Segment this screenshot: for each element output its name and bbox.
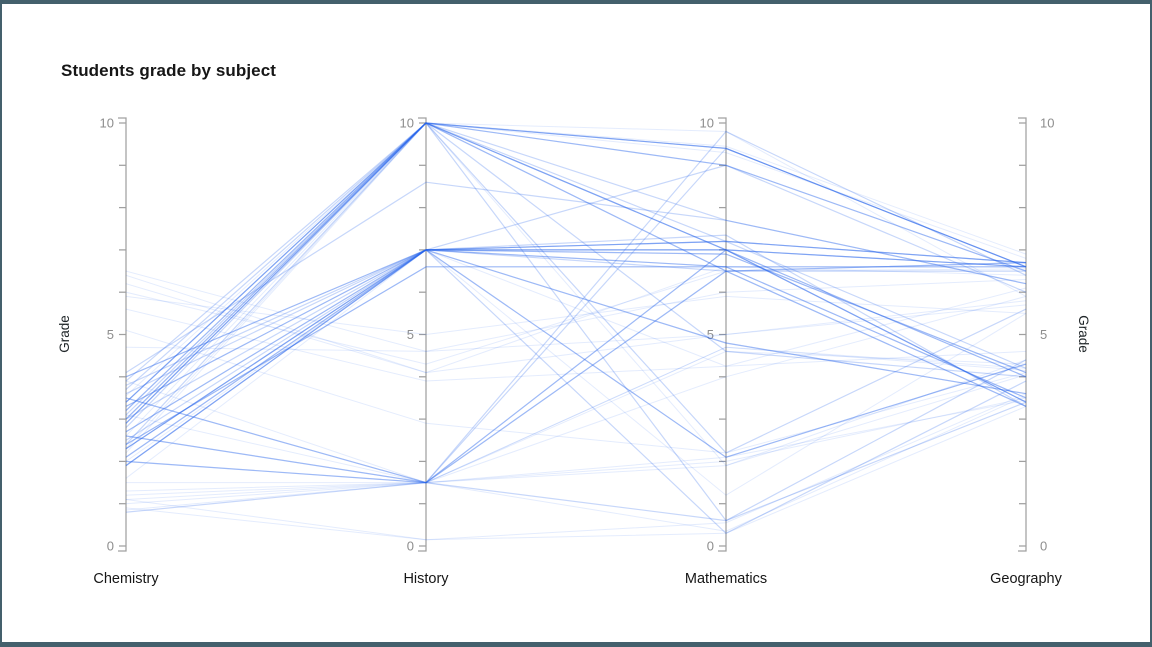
student-line	[125, 122, 1027, 390]
student-line	[125, 122, 1027, 403]
axis-tick-label: 5	[707, 327, 714, 342]
student-line	[125, 164, 1027, 441]
parallel-coordinates-chart: 0510Chemistry0510History0510Mathematics0…	[57, 116, 1091, 588]
student-line	[125, 270, 1027, 352]
student-line	[125, 249, 1027, 450]
student-line	[125, 346, 1027, 496]
axis-tick-label: 10	[1040, 116, 1054, 131]
student-line	[125, 234, 1027, 407]
student-line	[125, 249, 1026, 395]
axis-tick-label: 5	[107, 327, 114, 342]
student-line	[125, 359, 1027, 492]
student-line	[125, 122, 1027, 420]
student-line	[125, 346, 1027, 484]
y-axis-title-right: Grade	[1076, 315, 1091, 353]
student-line	[125, 266, 1026, 446]
student-line	[125, 122, 1027, 382]
student-line	[125, 249, 1027, 407]
student-line	[125, 350, 1027, 500]
student-line	[125, 122, 1027, 454]
student-line	[125, 249, 1027, 496]
student-line	[125, 240, 1027, 467]
student-line	[125, 122, 1027, 412]
student-line	[125, 122, 1027, 424]
student-line	[126, 399, 1027, 484]
student-line	[125, 122, 1027, 412]
axis-name-chemistry: Chemistry	[93, 571, 159, 587]
student-line	[125, 249, 1027, 458]
student-line	[125, 249, 1027, 395]
student-line	[125, 181, 1027, 374]
y-axis-title-left: Grade	[57, 315, 72, 353]
student-line	[125, 240, 1027, 467]
student-line	[125, 249, 1027, 433]
student-line	[125, 249, 1027, 462]
student-line	[125, 249, 1027, 407]
student-line	[125, 268, 1027, 365]
axis-tick-label: 0	[407, 539, 414, 554]
student-line	[125, 249, 1027, 458]
student-line	[125, 249, 1027, 450]
axis-tick-label: 0	[707, 539, 714, 554]
student-line	[125, 249, 1027, 450]
student-line	[125, 395, 1027, 532]
axis-history: 0 5 10 History	[400, 116, 450, 588]
student-line	[125, 240, 1027, 467]
student-line	[125, 279, 1027, 352]
student-line	[125, 122, 1027, 424]
student-line	[125, 397, 1027, 505]
student-line	[125, 266, 1026, 446]
student-line	[125, 122, 1027, 467]
chart-title: Students grade by subject	[61, 61, 277, 80]
student-line	[125, 122, 1027, 437]
student-line	[125, 274, 1027, 374]
student-line	[125, 262, 1027, 484]
axis-tick-label: 10	[700, 116, 714, 131]
student-line	[125, 122, 1027, 403]
student-line	[125, 249, 1027, 484]
student-line	[125, 262, 1027, 484]
student-line	[125, 249, 1027, 484]
student-line	[125, 329, 1027, 454]
axis-name-geography: Geography	[990, 571, 1062, 587]
student-line	[125, 249, 1027, 395]
student-line	[125, 122, 1027, 450]
axis-tick-label: 0	[1040, 539, 1047, 554]
student-line	[125, 130, 1027, 484]
student-line	[125, 393, 1027, 541]
axis-mathematics: 0 5 10 Mathematics	[685, 116, 767, 588]
student-line	[125, 266, 1027, 374]
student-line	[125, 122, 1027, 522]
student-line	[125, 122, 1027, 424]
axis-tick-label: 0	[107, 539, 114, 554]
student-line	[125, 122, 1027, 403]
axis-tick-label: 5	[1040, 327, 1047, 342]
student-line	[125, 122, 1027, 454]
student-line	[125, 295, 1027, 484]
student-line	[125, 249, 1027, 535]
student-line	[125, 249, 1027, 433]
student-line	[125, 147, 1027, 484]
axis-chemistry: 0 5 10 Chemistry	[93, 116, 159, 588]
student-line	[125, 122, 1027, 420]
student-lines	[125, 122, 1027, 541]
axis-tick-label: 10	[400, 116, 414, 131]
student-line	[125, 287, 1027, 382]
axis-tick-label: 5	[407, 327, 414, 342]
axis-tick-label: 10	[100, 116, 114, 131]
student-line	[125, 405, 1027, 541]
axis-name-history: History	[403, 571, 449, 587]
student-line	[125, 401, 1027, 522]
student-line	[125, 295, 1027, 336]
axis-geography: 0 5 10 Geography	[990, 116, 1062, 588]
axis-name-mathematics: Mathematics	[685, 571, 767, 587]
student-line	[125, 122, 1027, 445]
